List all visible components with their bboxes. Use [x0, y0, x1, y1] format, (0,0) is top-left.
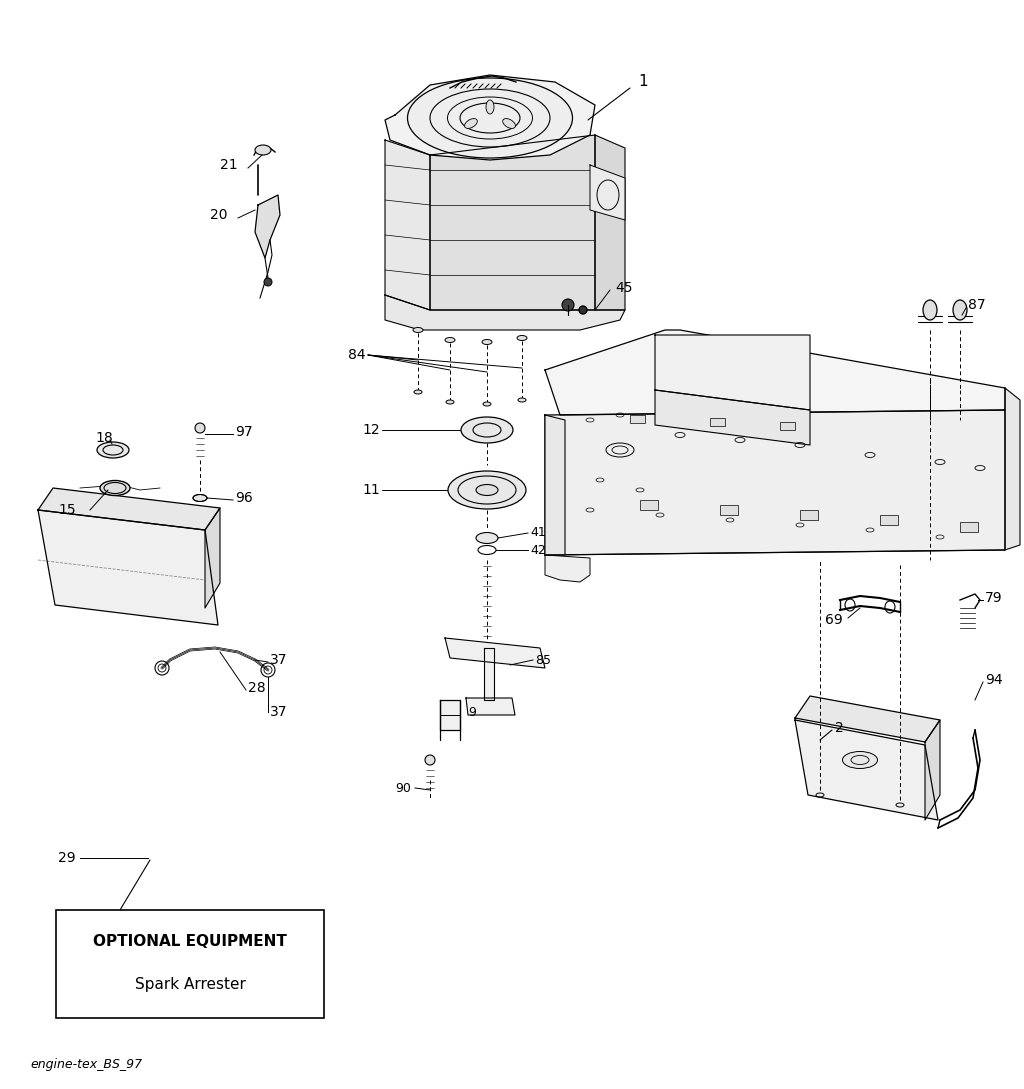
- Ellipse shape: [193, 494, 207, 502]
- Text: 96: 96: [234, 491, 253, 505]
- Ellipse shape: [449, 472, 526, 509]
- Polygon shape: [925, 720, 940, 820]
- Bar: [800, 510, 818, 521]
- Ellipse shape: [97, 442, 129, 458]
- Ellipse shape: [923, 299, 937, 320]
- Polygon shape: [595, 135, 625, 310]
- Ellipse shape: [476, 485, 498, 495]
- Polygon shape: [440, 700, 460, 730]
- Ellipse shape: [408, 78, 572, 158]
- Ellipse shape: [100, 480, 130, 495]
- Text: 84: 84: [348, 348, 366, 362]
- Text: 97: 97: [234, 425, 253, 439]
- Polygon shape: [440, 700, 460, 715]
- Text: 18: 18: [95, 431, 113, 445]
- Ellipse shape: [482, 340, 492, 344]
- Text: Spark Arrester: Spark Arrester: [134, 978, 246, 992]
- Polygon shape: [655, 335, 810, 409]
- Bar: [630, 415, 645, 423]
- Bar: [720, 505, 738, 515]
- Text: 90: 90: [395, 782, 411, 795]
- Polygon shape: [38, 488, 220, 530]
- Ellipse shape: [518, 397, 526, 402]
- Ellipse shape: [195, 423, 205, 433]
- Polygon shape: [38, 510, 218, 625]
- Ellipse shape: [413, 328, 423, 332]
- Polygon shape: [545, 415, 565, 555]
- Text: 2: 2: [835, 721, 844, 735]
- Text: 69: 69: [825, 613, 843, 627]
- Text: 45: 45: [615, 281, 633, 295]
- Text: 42: 42: [530, 543, 546, 556]
- Text: 85: 85: [535, 653, 551, 666]
- Ellipse shape: [953, 299, 967, 320]
- Text: 37: 37: [270, 705, 288, 719]
- Ellipse shape: [503, 119, 515, 129]
- Ellipse shape: [843, 751, 878, 769]
- Text: OPTIONAL EQUIPMENT: OPTIONAL EQUIPMENT: [93, 934, 287, 950]
- Ellipse shape: [517, 335, 527, 341]
- Polygon shape: [430, 135, 595, 310]
- Ellipse shape: [445, 338, 455, 343]
- Ellipse shape: [414, 390, 422, 394]
- Polygon shape: [545, 555, 590, 582]
- Text: 41: 41: [530, 526, 546, 539]
- Polygon shape: [385, 140, 430, 310]
- Polygon shape: [795, 696, 940, 742]
- Polygon shape: [655, 390, 810, 445]
- Polygon shape: [255, 195, 280, 258]
- Bar: [710, 418, 725, 426]
- Ellipse shape: [483, 402, 490, 406]
- Polygon shape: [445, 638, 545, 668]
- Bar: [780, 423, 795, 430]
- Polygon shape: [385, 75, 595, 160]
- Polygon shape: [590, 166, 625, 220]
- Bar: [640, 500, 658, 510]
- Polygon shape: [466, 698, 515, 715]
- Text: 1: 1: [638, 74, 647, 89]
- Polygon shape: [545, 330, 1005, 415]
- Ellipse shape: [579, 306, 587, 314]
- Polygon shape: [545, 409, 1005, 555]
- Polygon shape: [484, 648, 494, 700]
- Text: 94: 94: [985, 673, 1002, 687]
- Text: 15: 15: [58, 503, 76, 517]
- Ellipse shape: [446, 400, 454, 404]
- Polygon shape: [795, 720, 938, 820]
- Text: 87: 87: [968, 298, 986, 313]
- Text: 20: 20: [210, 208, 227, 222]
- Text: 29: 29: [58, 851, 76, 865]
- Ellipse shape: [425, 755, 435, 764]
- Text: engine-tex_BS_97: engine-tex_BS_97: [30, 1059, 142, 1070]
- Ellipse shape: [465, 119, 477, 129]
- Ellipse shape: [486, 100, 494, 114]
- Ellipse shape: [255, 145, 271, 155]
- Polygon shape: [1005, 388, 1020, 550]
- Text: 12: 12: [362, 423, 380, 437]
- Ellipse shape: [461, 417, 513, 443]
- Text: 79: 79: [985, 591, 1002, 605]
- Bar: [880, 515, 898, 525]
- Text: 11: 11: [362, 484, 380, 497]
- Text: 37: 37: [270, 653, 288, 666]
- Text: 9: 9: [468, 706, 476, 719]
- Bar: [961, 522, 978, 533]
- Ellipse shape: [562, 299, 574, 311]
- Ellipse shape: [264, 278, 272, 286]
- Text: 21: 21: [220, 158, 238, 172]
- Polygon shape: [205, 507, 220, 608]
- Text: 28: 28: [248, 681, 265, 695]
- Bar: [56, 910, 324, 1018]
- Ellipse shape: [476, 533, 498, 543]
- Polygon shape: [385, 295, 625, 330]
